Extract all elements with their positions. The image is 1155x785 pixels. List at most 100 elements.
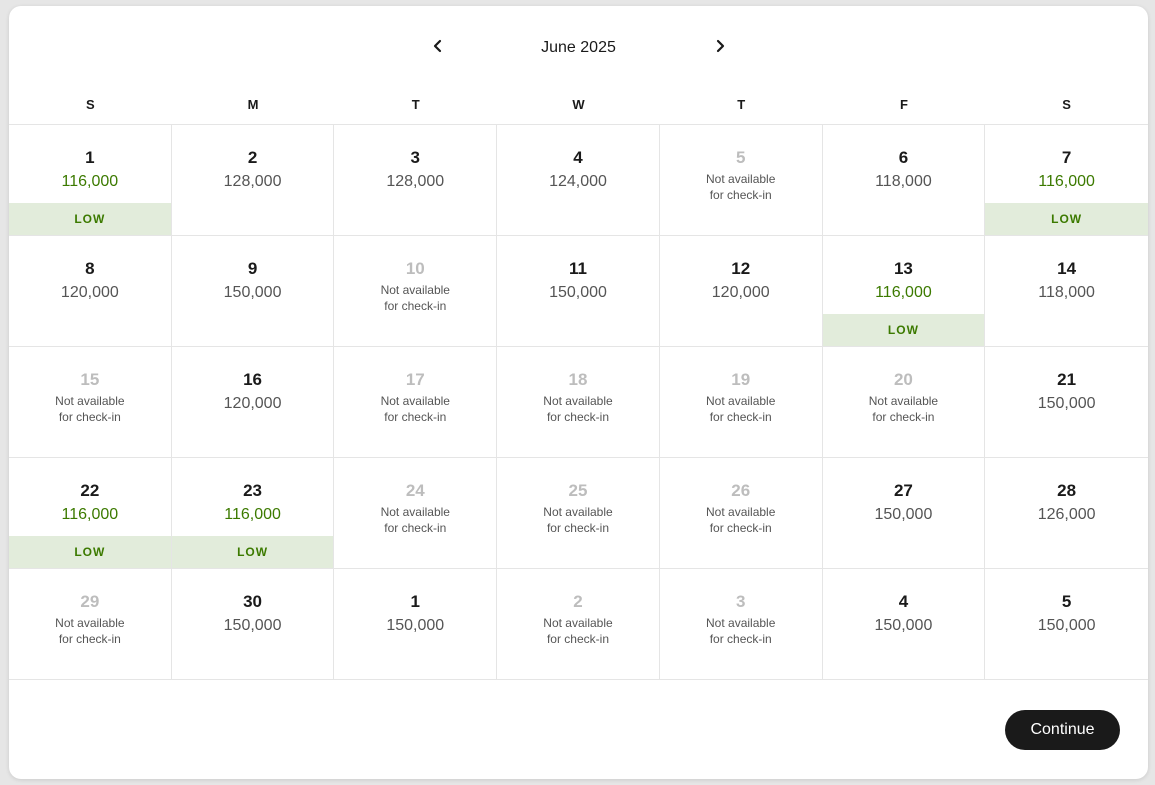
unavailable-line2: for check-in [872, 410, 935, 424]
day-number: 27 [893, 481, 913, 500]
unavailable-line1: Not available [868, 394, 939, 408]
day-price: 116,000 [61, 173, 119, 190]
day-cell[interactable]: 23 116,000 LOW [171, 458, 335, 569]
day-cell[interactable]: 21 150,000 [985, 347, 1148, 458]
day-number: 10 [405, 259, 425, 278]
day-cell[interactable]: 12 120,000 [659, 236, 823, 347]
day-price: 150,000 [874, 506, 933, 523]
unavailable-note: Not available for check-in [334, 282, 496, 314]
day-price: 116,000 [224, 506, 281, 523]
day-number: 5 [1061, 592, 1072, 611]
day-cell: 26 Not available for check-in [659, 458, 823, 569]
day-number: 25 [568, 481, 588, 500]
day-price: 150,000 [223, 284, 282, 301]
day-cell: 15 Not available for check-in [9, 347, 172, 458]
unavailable-line2: for check-in [709, 632, 772, 646]
chevron-right-icon [716, 39, 725, 53]
day-cell[interactable]: 16 120,000 [171, 347, 335, 458]
day-cell[interactable]: 27 150,000 [822, 458, 986, 569]
day-price: 118,000 [1038, 284, 1095, 301]
unavailable-line1: Not available [706, 616, 776, 630]
day-cell[interactable]: 5 150,000 [985, 569, 1148, 680]
prev-month-button[interactable] [424, 32, 452, 60]
unavailable-line2: for check-in [58, 632, 121, 646]
weekday-label: T [411, 97, 420, 112]
calendar-grid: 1 116,000 LOW 2 128,000 3 128,000 4 124,000 5 Not … [9, 124, 1148, 680]
day-cell: 17 Not available for check-in [334, 347, 498, 458]
day-number: 9 [247, 259, 258, 278]
day-cell[interactable]: 14 118,000 [985, 236, 1148, 347]
day-number: 3 [410, 148, 421, 167]
day-number: 17 [405, 370, 425, 389]
weekday-label: F [899, 97, 908, 112]
day-cell: 3 Not available for check-in [660, 569, 823, 680]
day-number: 1 [85, 148, 95, 167]
unavailable-note: Not available for check-in [823, 393, 985, 425]
day-cell[interactable]: 30 150,000 [172, 569, 335, 680]
day-cell[interactable]: 22 116,000 LOW [9, 458, 172, 569]
day-cell[interactable]: 4 124,000 [497, 125, 660, 236]
unavailable-line1: Not available [706, 505, 776, 519]
day-number: 28 [1057, 481, 1077, 500]
unavailable-note: Not available for check-in [660, 615, 822, 647]
unavailable-line2: for check-in [709, 521, 772, 535]
day-number: 14 [1057, 259, 1077, 278]
day-price: 128,000 [386, 173, 445, 190]
day-number: 4 [573, 148, 583, 167]
month-title: June 2025 [541, 39, 616, 56]
unavailable-line2: for check-in [709, 188, 772, 202]
unavailable-line1: Not available [380, 505, 450, 519]
calendar-panel: June 2025 S M T W T F S 1 116,000 LOW 2 128,… [9, 6, 1148, 779]
day-cell[interactable]: 4 150,000 [823, 569, 986, 680]
day-number: 2 [247, 148, 258, 167]
low-price-badge: LOW [9, 203, 171, 235]
day-cell: 24 Not available for check-in [334, 458, 498, 569]
unavailable-note: Not available for check-in [497, 615, 659, 647]
unavailable-note: Not available for check-in [660, 393, 822, 425]
day-cell[interactable]: 3 128,000 [334, 125, 498, 236]
day-number: 21 [1057, 370, 1077, 389]
day-price: 120,000 [711, 284, 770, 301]
unavailable-line2: for check-in [384, 410, 447, 424]
day-number: 16 [243, 370, 263, 389]
day-price: 120,000 [223, 395, 282, 412]
day-cell[interactable]: 9 150,000 [171, 236, 335, 347]
day-cell[interactable]: 8 120,000 [9, 236, 172, 347]
unavailable-note: Not available for check-in [334, 504, 496, 536]
day-cell: 19 Not available for check-in [659, 347, 823, 458]
day-cell[interactable]: 1 116,000 LOW [9, 125, 172, 236]
unavailable-line1: Not available [55, 394, 125, 408]
low-price-badge: LOW [822, 314, 985, 346]
day-number: 30 [243, 592, 263, 611]
day-number: 4 [898, 592, 909, 611]
day-cell: 10 Not available for check-in [334, 236, 498, 347]
day-number: 3 [735, 592, 746, 611]
day-number: 13 [893, 259, 913, 278]
day-cell[interactable]: 13 116,000 LOW [822, 236, 986, 347]
unavailable-note: Not available for check-in [660, 504, 822, 536]
unavailable-line1: Not available [55, 616, 125, 630]
weekday-label: S [86, 97, 95, 112]
day-price: 120,000 [60, 284, 119, 301]
day-number: 2 [573, 592, 583, 611]
next-month-button[interactable] [706, 32, 734, 60]
day-price: 124,000 [549, 173, 607, 190]
weekday-label: S [1062, 97, 1071, 112]
day-price: 150,000 [1037, 617, 1096, 634]
day-price: 150,000 [223, 617, 282, 634]
unavailable-note: Not available for check-in [497, 504, 659, 536]
day-cell[interactable]: 11 150,000 [497, 236, 660, 347]
day-cell[interactable]: 2 128,000 [171, 125, 335, 236]
low-price-badge: LOW [985, 203, 1148, 235]
day-number: 6 [898, 148, 909, 167]
day-cell[interactable]: 6 118,000 [822, 125, 986, 236]
day-number: 12 [731, 259, 751, 278]
day-cell[interactable]: 28 126,000 [985, 458, 1148, 569]
continue-button[interactable]: Continue [1005, 710, 1120, 750]
day-cell[interactable]: 1 150,000 [334, 569, 498, 680]
unavailable-line2: for check-in [546, 632, 609, 646]
calendar-header: June 2025 [9, 6, 1148, 86]
day-price: 116,000 [61, 506, 119, 523]
day-price: 150,000 [549, 284, 607, 301]
day-cell[interactable]: 7 116,000 LOW [985, 125, 1148, 236]
